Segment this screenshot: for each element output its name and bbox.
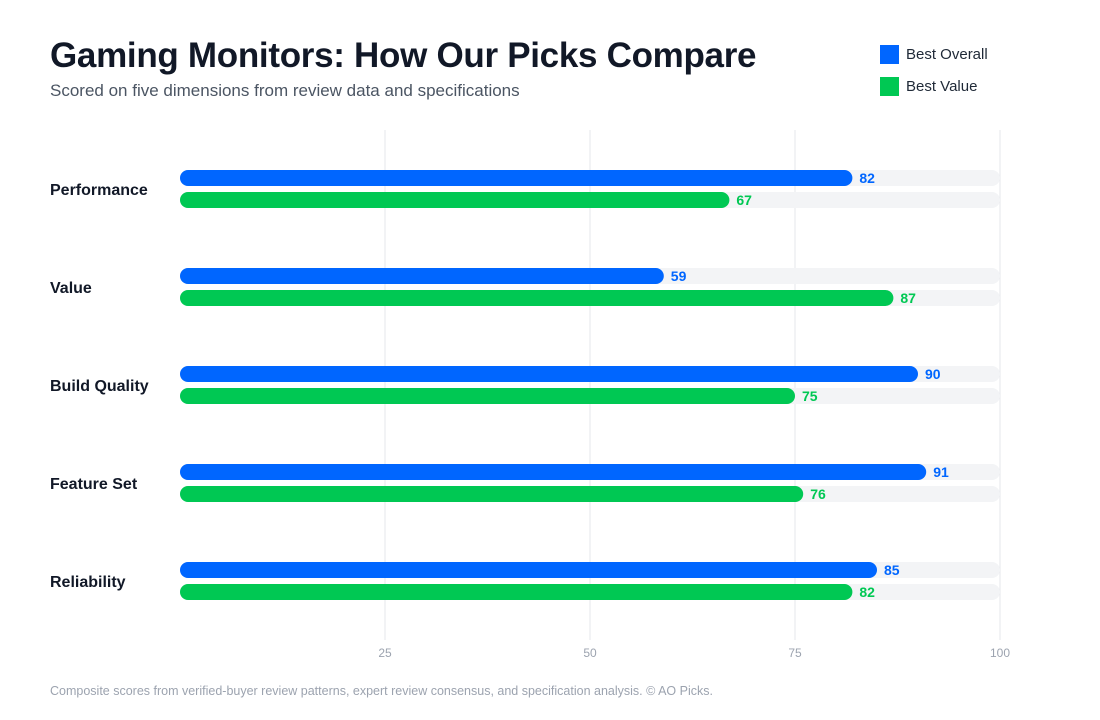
- bar-best-overall-value: [180, 268, 664, 284]
- legend-label-best-overall: Best Overall: [906, 45, 988, 63]
- bar-best-overall-reliability: [180, 562, 877, 578]
- value-label-best-overall-feature-set: 91: [933, 464, 949, 480]
- bar-best-overall-build-quality: [180, 366, 918, 382]
- legend-item-best-overall: Best Overall: [880, 44, 988, 64]
- bar-best-value-build-quality: [180, 388, 795, 404]
- bar-best-value-performance: [180, 192, 730, 208]
- category-label-reliability: Reliability: [50, 574, 126, 591]
- chart-title: Gaming Monitors: How Our Picks Compare: [50, 36, 757, 75]
- value-label-best-value-value: 87: [900, 290, 916, 306]
- bar-best-overall-feature-set: [180, 464, 927, 480]
- value-label-best-value-reliability: 82: [859, 584, 875, 600]
- legend-swatch-best-value: [880, 76, 899, 96]
- category-label-value: Value: [50, 280, 92, 297]
- value-label-best-value-feature-set: 76: [810, 486, 826, 502]
- footnote: Composite scores from verified-buyer rev…: [50, 684, 713, 698]
- x-tick-label-100: 100: [990, 646, 1010, 660]
- value-label-best-overall-reliability: 85: [884, 562, 900, 578]
- category-label-performance: Performance: [50, 182, 148, 199]
- bar-best-value-feature-set: [180, 486, 804, 502]
- value-label-best-value-performance: 67: [736, 192, 752, 208]
- value-label-best-overall-performance: 82: [859, 170, 875, 186]
- bar-best-overall-performance: [180, 170, 853, 186]
- chart-subtitle: Scored on five dimensions from review da…: [50, 81, 520, 100]
- category-label-feature-set: Feature Set: [50, 476, 138, 493]
- legend-item-best-value: Best Value: [880, 76, 977, 96]
- legend-label-best-value: Best Value: [906, 77, 978, 95]
- x-tick-label-25: 25: [378, 646, 392, 660]
- value-label-best-overall-value: 59: [671, 268, 687, 284]
- legend-swatch-best-overall: [880, 44, 899, 64]
- x-tick-label-50: 50: [583, 646, 597, 660]
- value-label-best-overall-build-quality: 90: [925, 366, 941, 382]
- value-label-best-value-build-quality: 75: [802, 388, 818, 404]
- x-tick-label-75: 75: [788, 646, 802, 660]
- category-label-build-quality: Build Quality: [50, 378, 149, 395]
- bar-best-value-reliability: [180, 584, 853, 600]
- bar-best-value-value: [180, 290, 894, 306]
